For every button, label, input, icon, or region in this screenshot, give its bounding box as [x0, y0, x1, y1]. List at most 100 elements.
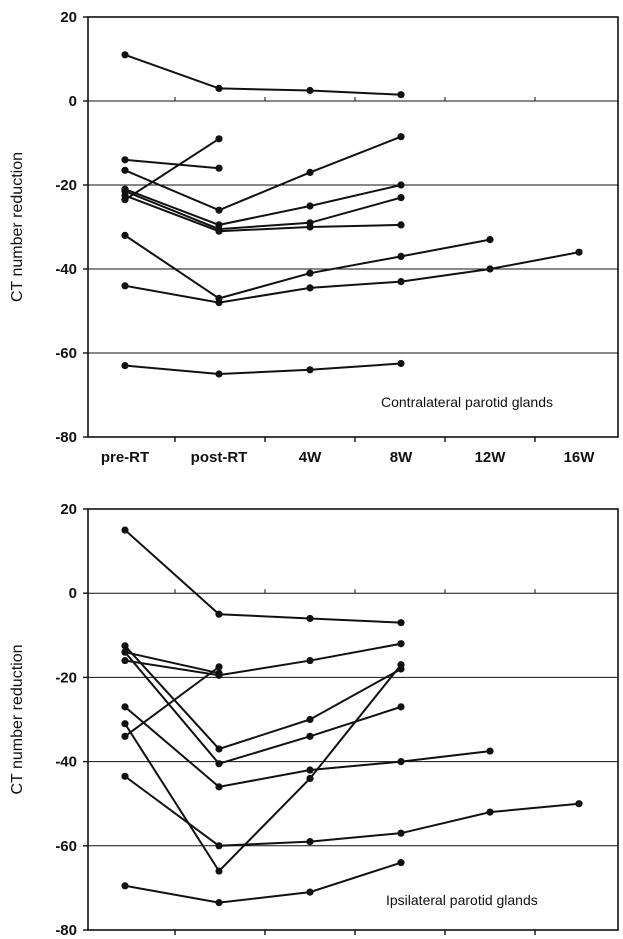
- data-point: [121, 732, 129, 740]
- data-point: [397, 640, 405, 648]
- data-point: [121, 772, 129, 780]
- data-point: [215, 842, 223, 850]
- plot-frame: [87, 16, 619, 438]
- x-tick-label: 8W: [390, 449, 413, 466]
- data-point: [306, 766, 314, 774]
- data-point: [215, 669, 223, 677]
- plot-frame: [87, 508, 619, 931]
- series-line: [124, 645, 402, 751]
- panel-annotation: Ipsilateral parotid glands: [386, 892, 538, 908]
- data-point: [215, 370, 223, 378]
- data-point: [306, 656, 314, 665]
- y-tick-label: -40: [55, 754, 77, 771]
- data-point: [306, 269, 314, 277]
- data-point: [215, 899, 223, 907]
- data-point: [306, 837, 314, 846]
- data-point: [486, 265, 494, 273]
- data-point: [121, 231, 129, 239]
- series-line: [124, 362, 402, 376]
- series-line: [124, 529, 402, 624]
- data-point: [215, 783, 223, 791]
- series-line: [124, 158, 220, 170]
- y-tick-label: -80: [55, 429, 77, 446]
- y-tick-label: 20: [60, 9, 77, 26]
- panel-contralateral: 20 0 -20 -40 -60 -80 pre-RT post-RT 4W 8W 12W 16W CT…: [9, 9, 619, 466]
- data-point: [397, 859, 405, 867]
- data-point: [306, 284, 314, 292]
- data-point: [306, 888, 314, 896]
- data-point: [306, 715, 314, 724]
- data-point: [215, 206, 223, 214]
- data-point: [215, 745, 223, 753]
- data-point: [121, 191, 129, 200]
- data-point: [306, 202, 314, 210]
- data-point: [486, 236, 494, 244]
- series-line: [124, 666, 220, 738]
- y-tick-label: -60: [55, 838, 77, 855]
- data-point: [215, 84, 223, 92]
- x-tick-label: 12W: [475, 449, 507, 466]
- data-point: [397, 619, 405, 627]
- data-point: [215, 164, 223, 172]
- y-tick-label: 0: [69, 93, 77, 110]
- series-line: [124, 53, 402, 96]
- data-point: [215, 760, 223, 768]
- data-point: [121, 656, 129, 665]
- data-point: [306, 732, 314, 740]
- data-point: [306, 614, 314, 623]
- panel-annotation: Contralateral parotid glands: [381, 394, 553, 410]
- data-point: [121, 648, 129, 656]
- data-point: [215, 135, 223, 143]
- data-point: [306, 366, 314, 374]
- y-tick-label: -20: [55, 177, 77, 194]
- data-point: [397, 91, 405, 99]
- data-point: [575, 800, 583, 808]
- series-line: [124, 664, 402, 873]
- data-point: [121, 703, 129, 711]
- series-line: [124, 194, 402, 233]
- data-point: [397, 181, 405, 189]
- data-point: [121, 156, 129, 164]
- data-point: [397, 278, 405, 286]
- data-point: [215, 227, 223, 235]
- panel-ipsilateral: 200-20-40-60-80pre-RTpost-RT4W8W12W16WCT…: [9, 501, 619, 939]
- data-point: [486, 808, 494, 816]
- series-line: [124, 190, 402, 231]
- data-point: [121, 720, 129, 728]
- data-point: [121, 166, 129, 174]
- series-line: [124, 251, 580, 304]
- data-point: [397, 221, 405, 229]
- data-point: [486, 747, 494, 755]
- data-point: [306, 168, 314, 176]
- y-tick-label: 0: [69, 585, 77, 602]
- data-point: [397, 252, 405, 260]
- data-point: [121, 526, 129, 534]
- data-point: [121, 51, 129, 59]
- x-tick-label: 16W: [564, 449, 596, 466]
- series-line: [124, 775, 580, 847]
- data-point: [121, 882, 129, 890]
- x-tick-label: pre-RT: [101, 449, 149, 466]
- data-point: [306, 223, 314, 231]
- data-point: [215, 299, 223, 307]
- data-point: [121, 642, 129, 650]
- series-line: [124, 137, 220, 201]
- data-point: [397, 194, 405, 202]
- data-point: [397, 829, 405, 837]
- data-point: [306, 774, 314, 783]
- data-point: [121, 362, 129, 370]
- y-tick-label: -20: [55, 669, 77, 686]
- data-point: [306, 86, 314, 95]
- x-tick-label: post-RT: [191, 449, 248, 466]
- x-tick-label: 4W: [299, 449, 322, 466]
- series-line: [124, 651, 220, 675]
- data-point: [397, 359, 405, 368]
- data-point: [121, 282, 129, 290]
- data-point: [215, 867, 223, 875]
- data-point: [215, 610, 223, 618]
- series-line: [124, 184, 402, 226]
- y-tick-label: -60: [55, 345, 77, 362]
- data-point: [397, 758, 405, 766]
- data-point: [215, 663, 223, 671]
